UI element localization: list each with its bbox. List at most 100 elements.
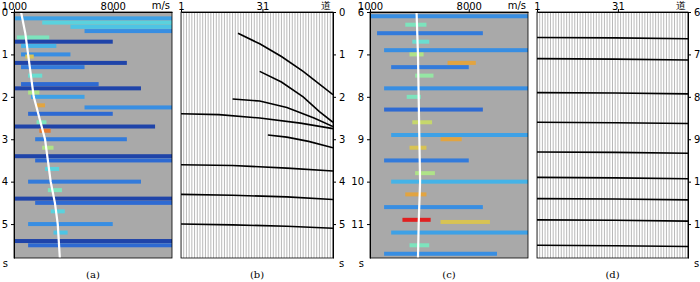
reflection-event	[268, 135, 333, 148]
x-axis: 10008000	[358, 1, 529, 13]
y-axis-title: s	[339, 258, 344, 269]
semblance-cell	[412, 40, 429, 44]
axis-line	[182, 12, 334, 13]
trace	[197, 12, 198, 258]
trace	[229, 12, 230, 258]
semblance-cell	[412, 120, 432, 124]
y-tick: 0	[333, 7, 345, 18]
tick-mark	[367, 97, 370, 98]
tick-label: 11	[694, 219, 700, 230]
y-axis-title: s	[359, 258, 364, 269]
plot-area	[370, 12, 528, 258]
trace	[563, 12, 564, 258]
tick-mark	[367, 12, 370, 13]
reflection-event	[537, 220, 688, 221]
panel-caption: (d)	[605, 269, 619, 280]
semblance-cell	[370, 14, 528, 18]
trace	[276, 12, 277, 258]
y-tick: 5	[333, 219, 345, 230]
reflection-event	[537, 93, 688, 94]
tick-mark	[367, 139, 370, 140]
y-tick: 10	[351, 176, 370, 187]
axis-line	[333, 13, 334, 259]
y-tick: 8	[358, 92, 370, 103]
semblance-cell	[402, 218, 430, 222]
y-tick: 9	[688, 134, 700, 145]
axis-line	[370, 13, 371, 259]
y-tick: 6	[358, 7, 370, 18]
tick-label: 0	[339, 7, 345, 18]
tick-label: 1	[2, 49, 8, 60]
tick-label: 8	[694, 92, 700, 103]
semblance-cell	[17, 35, 49, 39]
tick-label: 4	[2, 176, 8, 187]
x-axis-title: m/s	[152, 0, 170, 11]
plot-frame	[537, 12, 688, 258]
trace	[319, 12, 320, 258]
trace	[569, 12, 570, 258]
semblance-cell	[28, 112, 113, 116]
axis-line	[14, 13, 15, 259]
reflection-event	[181, 224, 333, 228]
y-tick: 0	[2, 7, 14, 18]
trace	[590, 12, 591, 258]
trace	[615, 12, 616, 258]
semblance-cell	[410, 146, 427, 150]
plot-area	[181, 12, 333, 258]
tick-mark	[11, 182, 14, 183]
tick-label: 5	[339, 219, 345, 230]
semblance-cell	[410, 52, 424, 56]
trace	[205, 12, 206, 258]
y-tick: 9	[358, 134, 370, 145]
trace	[216, 12, 217, 258]
trace	[561, 12, 562, 258]
trace	[232, 12, 233, 258]
trace	[612, 12, 613, 258]
tick-mark	[333, 182, 336, 183]
tick-label: 3	[339, 134, 345, 145]
semblance-cell	[35, 158, 172, 162]
plot-frame	[14, 12, 172, 258]
semblance-cell	[377, 31, 483, 35]
tick-mark	[367, 54, 370, 55]
trace	[617, 12, 618, 258]
panel: 10008000012345m/ss(a)	[2, 0, 173, 280]
panel: 1000800067891011m/ss(c)	[351, 0, 528, 280]
semblance-cell	[14, 40, 113, 44]
semblance-cell	[14, 197, 172, 201]
trace	[574, 12, 575, 258]
reflection-event	[537, 177, 688, 178]
trace	[189, 12, 190, 258]
tick-mark	[333, 97, 336, 98]
tick-label: 11	[351, 219, 364, 230]
x-tick: 1	[534, 1, 540, 12]
tick-label: 1	[534, 1, 540, 12]
trace	[599, 12, 600, 258]
trace	[243, 12, 244, 258]
reflection-event	[537, 37, 688, 38]
semblance-cell	[391, 231, 528, 235]
trace	[248, 12, 249, 258]
reflection-event	[181, 114, 333, 129]
y-tick: 8	[688, 92, 700, 103]
semblance-cell	[14, 125, 155, 129]
axis-line	[15, 12, 173, 13]
trace	[555, 12, 556, 258]
tick-label: 2	[339, 92, 345, 103]
tick-mark	[11, 139, 14, 140]
trace	[604, 12, 605, 258]
tick-mark	[333, 224, 336, 225]
trace	[582, 12, 583, 258]
semblance-cell	[85, 105, 172, 109]
semblance-cell	[70, 25, 172, 29]
trace	[553, 12, 554, 258]
trace	[191, 12, 192, 258]
trace	[213, 12, 214, 258]
trace	[297, 12, 298, 258]
y-tick: 2	[2, 92, 14, 103]
semblance-cell	[410, 243, 430, 247]
trace	[200, 12, 201, 258]
trace	[316, 12, 317, 258]
tick-label: 2	[2, 92, 8, 103]
trace	[566, 12, 567, 258]
